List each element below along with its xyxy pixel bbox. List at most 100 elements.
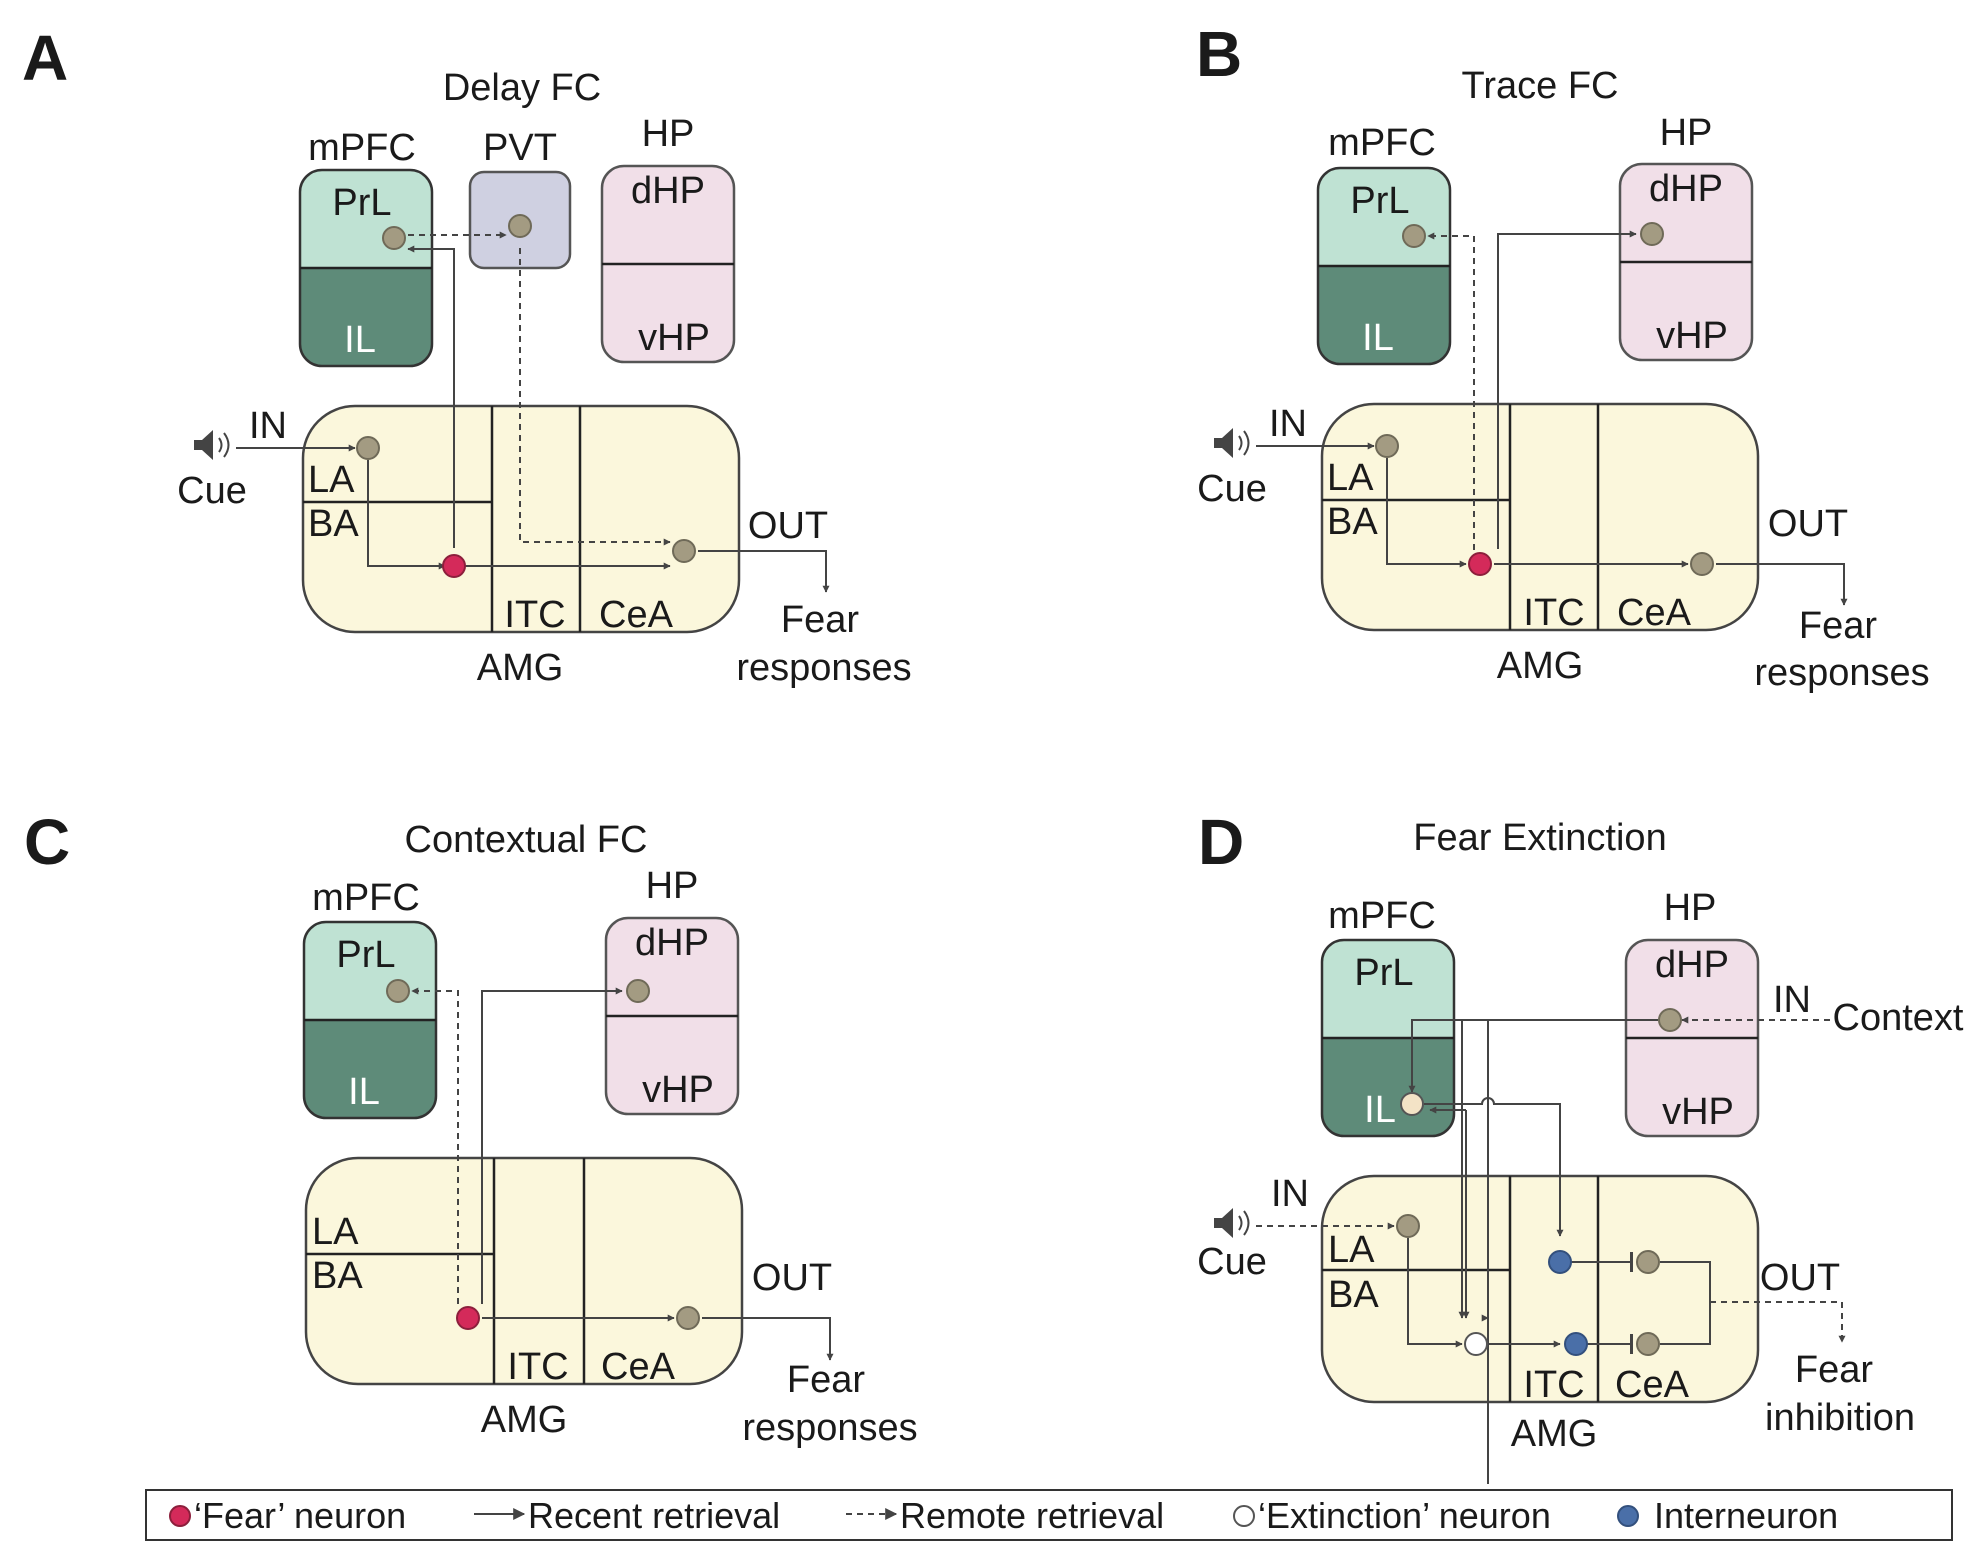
panel-a-mpfc-box: PrL IL xyxy=(298,168,434,368)
legend-extinction-neuron-icon xyxy=(1233,1505,1255,1527)
panel-a-out-line2: responses xyxy=(736,647,911,689)
panel-c-title: Contextual FC xyxy=(405,819,648,861)
panel-d: D Fear Extinction mPFC HP PrL IL dHP vHP… xyxy=(1197,806,1964,1484)
panel-b-il-label: IL xyxy=(1362,317,1394,359)
panel-d-cea-label: CeA xyxy=(1615,1364,1690,1406)
panel-d-ba-extinction-neuron xyxy=(1464,1332,1488,1356)
panel-c-dhp-neuron xyxy=(626,979,650,1003)
panel-c-hp-label: HP xyxy=(646,865,699,907)
panel-a-la-label: LA xyxy=(308,459,355,501)
panel-b-out-line1: Fear xyxy=(1799,605,1877,647)
panel-d-out-line1: Fear xyxy=(1795,1349,1873,1391)
panel-letter-c: C xyxy=(24,806,70,878)
panel-a-dhp-label: dHP xyxy=(631,170,705,212)
panel-c-la-label: LA xyxy=(312,1211,359,1253)
panel-b-out-line2: responses xyxy=(1754,652,1929,694)
panel-c-out-line1: Fear xyxy=(787,1359,865,1401)
panel-a-mpfc-label: mPFC xyxy=(308,127,416,169)
panel-b-cue-label: Cue xyxy=(1197,468,1267,510)
panel-a-prl-label: PrL xyxy=(332,182,391,224)
panel-b-title: Trace FC xyxy=(1462,65,1619,107)
panel-a-itc-label: ITC xyxy=(504,594,565,636)
panel-d-vhp-label: vHP xyxy=(1662,1091,1734,1133)
panel-c-cea-neuron xyxy=(676,1306,700,1330)
panel-b-dhp-label: dHP xyxy=(1649,168,1723,210)
panel-a-speaker-icon xyxy=(194,430,230,460)
panel-a-la-neuron xyxy=(356,436,380,460)
panel-d-out-label: OUT xyxy=(1760,1257,1840,1299)
panel-d-hp-box: dHP vHP xyxy=(1624,938,1760,1138)
panel-c-ba-label: BA xyxy=(312,1255,363,1297)
panel-a-hp-label: HP xyxy=(642,113,695,155)
panel-c-amg-label: AMG xyxy=(481,1399,568,1441)
panel-d-itc-interneuron-bottom xyxy=(1564,1332,1588,1356)
panel-d-il-extinction-neuron xyxy=(1400,1092,1424,1116)
panel-b-amg-box: LA BA ITC CeA xyxy=(1320,402,1760,634)
panel-b-hp-box: dHP vHP xyxy=(1618,162,1754,362)
panel-a: A Delay FC mPFC PVT HP PrL IL dHP vHP xyxy=(22,22,912,689)
panel-a-prl-neuron xyxy=(382,226,406,250)
panel-d-amg-box: LA BA ITC CeA xyxy=(1320,1174,1760,1406)
panel-d-hp-label: HP xyxy=(1664,887,1717,929)
panel-d-il-label: IL xyxy=(1364,1089,1396,1131)
panel-a-il-label: IL xyxy=(344,319,376,361)
panel-d-in-context-label: IN xyxy=(1773,979,1811,1021)
panel-d-cea-neuron-bottom xyxy=(1636,1332,1660,1356)
panel-c-out-label: OUT xyxy=(752,1257,832,1299)
panel-a-cue-label: Cue xyxy=(177,470,247,512)
panel-c-connections xyxy=(411,987,834,1361)
panel-d-la-neuron xyxy=(1396,1214,1420,1238)
panel-d-dhp-neuron xyxy=(1658,1008,1682,1032)
panel-d-ba-label: BA xyxy=(1328,1274,1379,1316)
panel-d-in-label: IN xyxy=(1271,1173,1309,1215)
panel-c: C Contextual FC mPFC HP PrL IL dHP vHP L… xyxy=(24,806,918,1449)
panel-a-hp-box: dHP vHP xyxy=(600,164,736,364)
panel-d-out-line2: inhibition xyxy=(1765,1397,1915,1439)
panel-a-out-line1: Fear xyxy=(781,599,859,641)
panel-d-context-label: Context xyxy=(1833,997,1964,1039)
panel-c-mpfc-box: PrL IL xyxy=(302,920,438,1120)
panel-d-la-label: LA xyxy=(1328,1229,1375,1271)
panel-b-connections xyxy=(1256,230,1848,606)
panel-d-itc-label: ITC xyxy=(1523,1364,1584,1406)
panel-b-ba-label: BA xyxy=(1327,501,1378,543)
legend-fear-neuron-label: ‘Fear’ neuron xyxy=(194,1495,406,1536)
panel-b-amg-label: AMG xyxy=(1497,645,1584,687)
panel-a-out-label: OUT xyxy=(748,505,828,547)
panel-c-prl-neuron xyxy=(386,979,410,1003)
panel-b-ba-fear-neuron xyxy=(1468,552,1492,576)
legend-interneuron-icon xyxy=(1617,1505,1639,1527)
panel-letter-b: B xyxy=(1196,18,1242,90)
panel-b-in-label: IN xyxy=(1269,403,1307,445)
panel-b-dhp-neuron xyxy=(1640,222,1664,246)
legend-extinction-neuron-label: ‘Extinction’ neuron xyxy=(1258,1495,1551,1536)
panel-b-mpfc-box: PrL IL xyxy=(1316,166,1452,366)
panel-d-cea-neuron-top xyxy=(1636,1250,1660,1274)
panel-c-ba-fear-neuron xyxy=(456,1306,480,1330)
panel-a-connections xyxy=(236,231,830,593)
panel-c-dhp-label: dHP xyxy=(635,922,709,964)
panel-c-itc-label: ITC xyxy=(507,1346,568,1388)
panel-b-hp-label: HP xyxy=(1660,112,1713,154)
legend-remote-label: Remote retrieval xyxy=(900,1495,1164,1536)
panel-letter-a: A xyxy=(22,22,68,94)
panel-b-prl-label: PrL xyxy=(1350,180,1409,222)
panel-d-itc-interneuron-top xyxy=(1548,1250,1572,1274)
legend-box xyxy=(145,1489,1953,1541)
panel-a-amg-box: LA BA ITC CeA xyxy=(301,404,741,636)
panel-a-title: Delay FC xyxy=(443,67,601,109)
legend: ‘Fear’ neuron Recent retrieval Remote re… xyxy=(145,1489,1953,1541)
panel-d-prl-label: PrL xyxy=(1354,952,1413,994)
panel-b: B Trace FC mPFC HP PrL IL dHP vHP LA xyxy=(1196,18,1930,694)
panel-c-amg-box: LA BA ITC CeA xyxy=(304,1156,744,1388)
panel-c-hp-box: dHP vHP xyxy=(604,916,740,1116)
panel-c-cea-label: CeA xyxy=(601,1346,676,1388)
panel-b-la-neuron xyxy=(1375,434,1399,458)
panel-c-il-label: IL xyxy=(348,1071,380,1113)
panel-b-cea-label: CeA xyxy=(1617,592,1692,634)
panel-a-cea-neuron xyxy=(672,539,696,563)
panel-c-vhp-label: vHP xyxy=(642,1069,714,1111)
panel-b-prl-neuron xyxy=(1402,224,1426,248)
legend-recent-label: Recent retrieval xyxy=(528,1495,780,1536)
panel-d-dhp-label: dHP xyxy=(1655,944,1729,986)
